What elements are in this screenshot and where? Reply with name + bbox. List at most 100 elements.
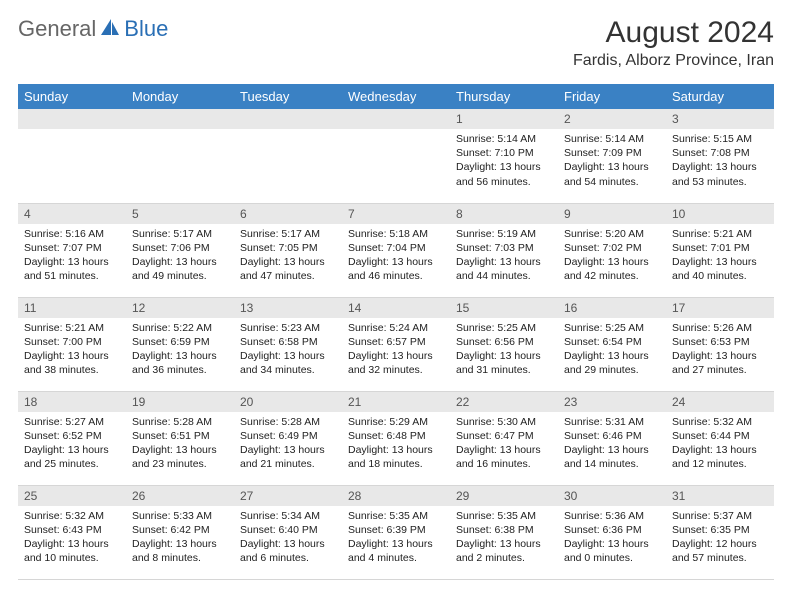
day-number: 13	[234, 298, 342, 318]
day-details: Sunrise: 5:31 AMSunset: 6:46 PMDaylight:…	[558, 412, 666, 476]
day-details: Sunrise: 5:29 AMSunset: 6:48 PMDaylight:…	[342, 412, 450, 476]
weekday-header: Tuesday	[234, 84, 342, 109]
calendar-day: 20Sunrise: 5:28 AMSunset: 6:49 PMDayligh…	[234, 391, 342, 485]
day-details: Sunrise: 5:17 AMSunset: 7:05 PMDaylight:…	[234, 224, 342, 288]
calendar-day: 6Sunrise: 5:17 AMSunset: 7:05 PMDaylight…	[234, 203, 342, 297]
day-number: 7	[342, 204, 450, 224]
logo-text-blue: Blue	[124, 16, 168, 42]
logo-text-general: General	[18, 16, 96, 42]
day-number: 3	[666, 109, 774, 129]
day-details: Sunrise: 5:30 AMSunset: 6:47 PMDaylight:…	[450, 412, 558, 476]
day-details: Sunrise: 5:28 AMSunset: 6:51 PMDaylight:…	[126, 412, 234, 476]
day-number: 30	[558, 486, 666, 506]
day-number-empty	[342, 109, 450, 129]
calendar-day: 9Sunrise: 5:20 AMSunset: 7:02 PMDaylight…	[558, 203, 666, 297]
day-number: 19	[126, 392, 234, 412]
day-details: Sunrise: 5:21 AMSunset: 7:01 PMDaylight:…	[666, 224, 774, 288]
calendar-week: 1Sunrise: 5:14 AMSunset: 7:10 PMDaylight…	[18, 109, 774, 203]
day-number: 21	[342, 392, 450, 412]
calendar-day	[342, 109, 450, 203]
day-details: Sunrise: 5:17 AMSunset: 7:06 PMDaylight:…	[126, 224, 234, 288]
day-details: Sunrise: 5:25 AMSunset: 6:56 PMDaylight:…	[450, 318, 558, 382]
location: Fardis, Alborz Province, Iran	[573, 52, 774, 70]
day-details: Sunrise: 5:21 AMSunset: 7:00 PMDaylight:…	[18, 318, 126, 382]
logo: General Blue	[18, 16, 168, 42]
day-details: Sunrise: 5:33 AMSunset: 6:42 PMDaylight:…	[126, 506, 234, 570]
day-details: Sunrise: 5:35 AMSunset: 6:39 PMDaylight:…	[342, 506, 450, 570]
day-details: Sunrise: 5:32 AMSunset: 6:43 PMDaylight:…	[18, 506, 126, 570]
day-details: Sunrise: 5:27 AMSunset: 6:52 PMDaylight:…	[18, 412, 126, 476]
weekday-header: Wednesday	[342, 84, 450, 109]
calendar-table: SundayMondayTuesdayWednesdayThursdayFrid…	[18, 84, 774, 580]
weekday-header: Sunday	[18, 84, 126, 109]
day-number-empty	[126, 109, 234, 129]
day-details: Sunrise: 5:18 AMSunset: 7:04 PMDaylight:…	[342, 224, 450, 288]
day-number: 6	[234, 204, 342, 224]
calendar-day: 30Sunrise: 5:36 AMSunset: 6:36 PMDayligh…	[558, 485, 666, 579]
day-number: 16	[558, 298, 666, 318]
calendar-day: 12Sunrise: 5:22 AMSunset: 6:59 PMDayligh…	[126, 297, 234, 391]
day-number: 23	[558, 392, 666, 412]
day-number: 25	[18, 486, 126, 506]
day-details: Sunrise: 5:15 AMSunset: 7:08 PMDaylight:…	[666, 129, 774, 193]
day-details: Sunrise: 5:32 AMSunset: 6:44 PMDaylight:…	[666, 412, 774, 476]
day-details: Sunrise: 5:14 AMSunset: 7:09 PMDaylight:…	[558, 129, 666, 193]
calendar-week: 11Sunrise: 5:21 AMSunset: 7:00 PMDayligh…	[18, 297, 774, 391]
calendar-day: 5Sunrise: 5:17 AMSunset: 7:06 PMDaylight…	[126, 203, 234, 297]
calendar-day: 29Sunrise: 5:35 AMSunset: 6:38 PMDayligh…	[450, 485, 558, 579]
day-details: Sunrise: 5:23 AMSunset: 6:58 PMDaylight:…	[234, 318, 342, 382]
day-details: Sunrise: 5:24 AMSunset: 6:57 PMDaylight:…	[342, 318, 450, 382]
day-details: Sunrise: 5:19 AMSunset: 7:03 PMDaylight:…	[450, 224, 558, 288]
calendar-day: 17Sunrise: 5:26 AMSunset: 6:53 PMDayligh…	[666, 297, 774, 391]
day-details: Sunrise: 5:25 AMSunset: 6:54 PMDaylight:…	[558, 318, 666, 382]
weekday-header: Monday	[126, 84, 234, 109]
day-number: 2	[558, 109, 666, 129]
calendar-day: 22Sunrise: 5:30 AMSunset: 6:47 PMDayligh…	[450, 391, 558, 485]
day-number: 4	[18, 204, 126, 224]
header: General Blue August 2024 Fardis, Alborz …	[18, 16, 774, 70]
day-details: Sunrise: 5:16 AMSunset: 7:07 PMDaylight:…	[18, 224, 126, 288]
calendar-week: 18Sunrise: 5:27 AMSunset: 6:52 PMDayligh…	[18, 391, 774, 485]
day-number: 27	[234, 486, 342, 506]
calendar-day: 18Sunrise: 5:27 AMSunset: 6:52 PMDayligh…	[18, 391, 126, 485]
calendar-day: 31Sunrise: 5:37 AMSunset: 6:35 PMDayligh…	[666, 485, 774, 579]
day-number: 26	[126, 486, 234, 506]
calendar-day: 16Sunrise: 5:25 AMSunset: 6:54 PMDayligh…	[558, 297, 666, 391]
day-number: 22	[450, 392, 558, 412]
day-number: 9	[558, 204, 666, 224]
day-number: 5	[126, 204, 234, 224]
calendar-day: 25Sunrise: 5:32 AMSunset: 6:43 PMDayligh…	[18, 485, 126, 579]
day-details: Sunrise: 5:20 AMSunset: 7:02 PMDaylight:…	[558, 224, 666, 288]
calendar-body: 1Sunrise: 5:14 AMSunset: 7:10 PMDaylight…	[18, 109, 774, 579]
day-number: 8	[450, 204, 558, 224]
calendar-day: 15Sunrise: 5:25 AMSunset: 6:56 PMDayligh…	[450, 297, 558, 391]
calendar-day: 23Sunrise: 5:31 AMSunset: 6:46 PMDayligh…	[558, 391, 666, 485]
day-number: 24	[666, 392, 774, 412]
calendar-day	[18, 109, 126, 203]
calendar-day: 2Sunrise: 5:14 AMSunset: 7:09 PMDaylight…	[558, 109, 666, 203]
calendar-day: 13Sunrise: 5:23 AMSunset: 6:58 PMDayligh…	[234, 297, 342, 391]
day-number-empty	[18, 109, 126, 129]
calendar-day: 21Sunrise: 5:29 AMSunset: 6:48 PMDayligh…	[342, 391, 450, 485]
weekday-header: Friday	[558, 84, 666, 109]
calendar-day: 14Sunrise: 5:24 AMSunset: 6:57 PMDayligh…	[342, 297, 450, 391]
sail-icon	[99, 17, 121, 42]
day-details: Sunrise: 5:28 AMSunset: 6:49 PMDaylight:…	[234, 412, 342, 476]
day-details: Sunrise: 5:37 AMSunset: 6:35 PMDaylight:…	[666, 506, 774, 570]
calendar-day: 26Sunrise: 5:33 AMSunset: 6:42 PMDayligh…	[126, 485, 234, 579]
day-number: 12	[126, 298, 234, 318]
calendar-day: 3Sunrise: 5:15 AMSunset: 7:08 PMDaylight…	[666, 109, 774, 203]
month-title: August 2024	[573, 16, 774, 50]
day-number: 18	[18, 392, 126, 412]
weekday-header: Saturday	[666, 84, 774, 109]
calendar-week: 4Sunrise: 5:16 AMSunset: 7:07 PMDaylight…	[18, 203, 774, 297]
calendar-day	[234, 109, 342, 203]
title-area: August 2024 Fardis, Alborz Province, Ira…	[573, 16, 774, 70]
calendar-day: 24Sunrise: 5:32 AMSunset: 6:44 PMDayligh…	[666, 391, 774, 485]
calendar-day: 11Sunrise: 5:21 AMSunset: 7:00 PMDayligh…	[18, 297, 126, 391]
day-number: 31	[666, 486, 774, 506]
day-details: Sunrise: 5:26 AMSunset: 6:53 PMDaylight:…	[666, 318, 774, 382]
calendar-week: 25Sunrise: 5:32 AMSunset: 6:43 PMDayligh…	[18, 485, 774, 579]
calendar-day: 4Sunrise: 5:16 AMSunset: 7:07 PMDaylight…	[18, 203, 126, 297]
day-details: Sunrise: 5:36 AMSunset: 6:36 PMDaylight:…	[558, 506, 666, 570]
